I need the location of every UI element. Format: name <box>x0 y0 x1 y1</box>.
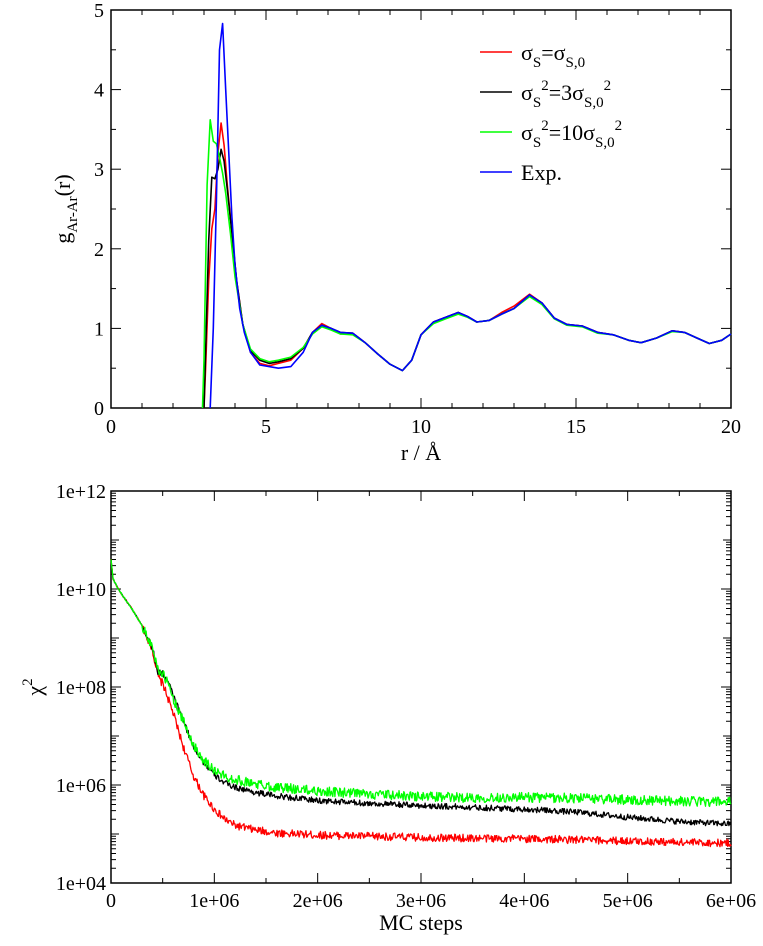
legend-entry-part: 2 <box>604 78 612 94</box>
x-axis-title: r / Å <box>401 440 441 465</box>
y-tick-label: 1e+12 <box>56 481 106 503</box>
y-axis-title-sub: Ar-Ar <box>65 196 81 232</box>
x-tick-label: 6e+06 <box>706 890 756 912</box>
y-axis-title-tail: (r) <box>50 174 75 196</box>
x-tick-label: 5 <box>261 416 271 438</box>
legend-entry-part: Exp. <box>521 160 562 185</box>
legend-entry-part: σ <box>521 120 533 145</box>
legend-entry-part: σ <box>521 80 533 105</box>
y-tick-label: 3 <box>94 159 104 181</box>
legend-entry-part: S <box>533 135 541 151</box>
series-line-1 <box>203 148 732 409</box>
legend-entry-part: σ <box>521 40 533 65</box>
legend-entry-part: 2 <box>541 78 549 94</box>
series-line-3 <box>209 22 732 409</box>
x-tick-label: 10 <box>411 416 431 438</box>
x-tick-label: 15 <box>566 416 586 438</box>
y-axis-title-main: χ <box>22 686 47 697</box>
legend-entry-part: S,0 <box>595 135 615 151</box>
y-tick-label: 5 <box>94 0 104 22</box>
plot-frame <box>110 490 732 884</box>
x-axis-title: MC steps <box>379 910 463 935</box>
x-tick-label: 0 <box>106 890 116 912</box>
chi-squared-panel: 0 1e+06 2e+06 3e+06 4e+06 5e+06 6e+06 1e+04 1e+0… <box>20 481 756 935</box>
legend-entry-0: σS=σS,0 <box>521 40 585 71</box>
legend-entry-part: =σ <box>541 40 565 65</box>
y-tick-label: 1 <box>94 318 104 340</box>
x-tick-label: 0 <box>106 416 116 438</box>
series-line-2 <box>110 559 732 808</box>
y-tick-label: 1e+08 <box>56 677 106 699</box>
series-line-1 <box>110 559 732 827</box>
series-line-0 <box>203 122 732 409</box>
x-tick-label: 20 <box>721 416 741 438</box>
series-line-0 <box>110 559 732 848</box>
y-tick-label: 0 <box>94 398 104 420</box>
x-tick-label: 4e+06 <box>499 890 549 912</box>
legend-entry-2: σS2=10σS,02 <box>521 118 622 151</box>
y-tick-label: 1e+10 <box>56 579 106 601</box>
legend-entry-part: S <box>533 55 541 71</box>
legend-entry-part: S,0 <box>584 95 604 111</box>
y-tick-label: 1e+06 <box>56 775 106 797</box>
legend-entry-part: 2 <box>541 118 549 134</box>
y-axis-title: χ2 <box>20 678 47 696</box>
series-line-2 <box>201 119 732 409</box>
y-axis-title: gAr-Ar(r) <box>50 174 81 243</box>
x-tick-label: 1e+06 <box>189 890 239 912</box>
y-tick-label: 1e+04 <box>56 873 106 895</box>
legend-entry-part: =10σ <box>549 120 595 145</box>
legend-entry-part: S <box>533 95 541 111</box>
legend-entry-part: 2 <box>615 118 623 134</box>
legend-entry-1: σS2=3σS,02 <box>521 78 611 111</box>
legend-entry-part: S,0 <box>565 55 585 71</box>
x-tick-label: 3e+06 <box>396 890 446 912</box>
y-tick-label: 2 <box>94 239 104 261</box>
y-tick-label: 4 <box>94 80 104 102</box>
legend-entry-3: Exp. <box>521 160 562 185</box>
y-axis-title-sup: 2 <box>20 678 36 686</box>
x-tick-label: 2e+06 <box>293 890 343 912</box>
legend-entry-part: =3σ <box>549 80 584 105</box>
x-tick-label: 5e+06 <box>603 890 653 912</box>
y-axis-title-main: g <box>50 233 75 244</box>
